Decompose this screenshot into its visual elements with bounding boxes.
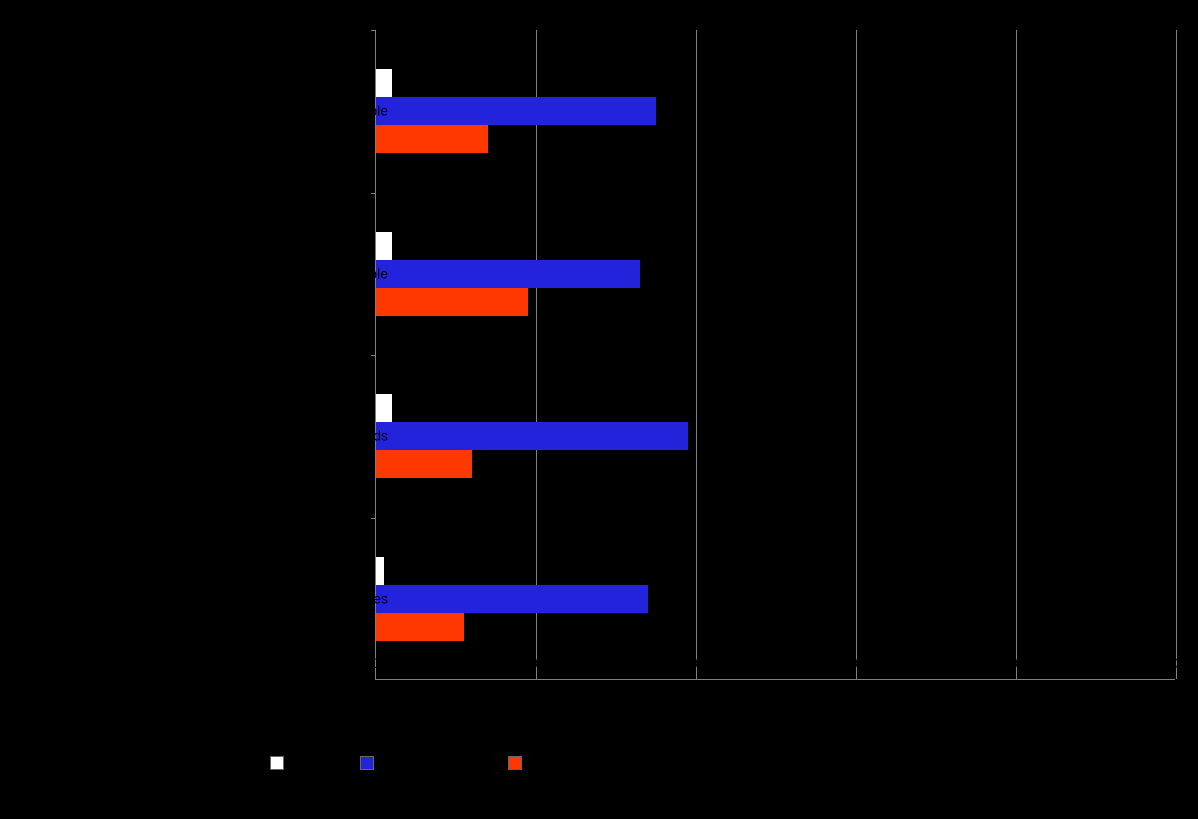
x-tick-label: 100	[1163, 655, 1186, 671]
legend-swatch-harder	[508, 756, 522, 770]
x-tick-label: 60	[847, 655, 863, 671]
chart-title: Among those who say getting ahead depend…	[0, 5, 1198, 26]
x-axis-label: Percent	[575, 680, 623, 696]
y-tick	[371, 193, 376, 194]
y-tick	[371, 355, 376, 356]
legend-swatch-same	[360, 756, 374, 770]
plot-area	[375, 30, 1175, 680]
y-category-label: People with mental health problems/learn…	[28, 590, 388, 607]
y-category-label: Disabled people	[28, 103, 388, 120]
legend-label-same: About the same	[380, 755, 478, 771]
gridline	[1016, 30, 1017, 679]
gridline	[696, 30, 697, 679]
bar-easier	[376, 557, 384, 585]
bar-about-the-same	[376, 422, 688, 450]
bar-about-the-same	[376, 260, 640, 288]
x-tick-label: 80	[1007, 655, 1023, 671]
x-tick-label: 20	[527, 655, 543, 671]
bar-harder	[376, 613, 464, 641]
bar-about-the-same	[376, 585, 648, 613]
legend-item-harder: Harder	[508, 755, 571, 771]
legend-label-easier: Easier	[290, 755, 330, 771]
y-category-label: Black, Asian and minority ethnic people	[28, 265, 388, 282]
y-tick	[371, 30, 376, 31]
y-category-label: People from low social class backgrounds	[28, 428, 388, 445]
legend-item-same: About the same	[360, 755, 478, 771]
gridline	[1176, 30, 1177, 679]
bar-harder	[376, 450, 472, 478]
bar-harder	[376, 288, 528, 316]
legend-label-harder: Harder	[528, 755, 571, 771]
x-tick-label: 0	[371, 655, 379, 671]
legend-item-easier: Easier	[270, 755, 330, 771]
x-tick-label: 40	[687, 655, 703, 671]
bar-easier	[376, 69, 392, 97]
legend-swatch-easier	[270, 756, 284, 770]
y-tick	[371, 518, 376, 519]
bar-easier	[376, 232, 392, 260]
legend: Easier About the same Harder	[270, 755, 571, 771]
gridline	[536, 30, 537, 679]
bar-easier	[376, 394, 392, 422]
bar-harder	[376, 125, 488, 153]
chart-container: Among those who say getting ahead depend…	[0, 0, 1198, 819]
bar-about-the-same	[376, 97, 656, 125]
gridline	[856, 30, 857, 679]
